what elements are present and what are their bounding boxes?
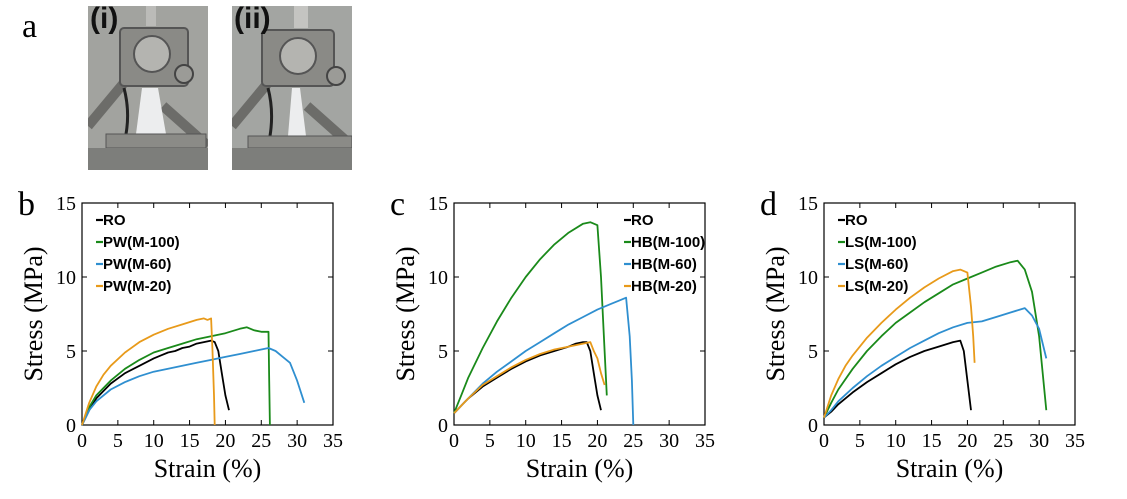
panel-letter-b: b [18,186,35,223]
legend-entry: HB(M-20) [631,278,697,295]
legend-entry: RO [103,212,126,229]
x-tick-label: 35 [1065,430,1085,452]
y-tick-label: 10 [428,267,448,289]
x-tick-label: 15 [180,430,200,452]
series-line-ro [81,339,230,426]
x-tick-label: 15 [552,430,572,452]
series-line-hb-m-100- [453,221,608,414]
legend-entry: RO [845,212,868,229]
legend-entry: PW(M-20) [103,278,171,295]
tensile-test-photo-ii: (ii) [232,6,352,170]
legend-entry: LS(M-100) [845,234,917,251]
y-tick-label: 0 [808,415,818,437]
y-axis-label: Stress (MPa) [761,246,790,381]
panel-letter-c: c [390,186,406,223]
series-line-ls-m-20- [823,268,976,418]
y-tick-label: 15 [56,193,76,215]
legend-entry: LS(M-20) [845,278,908,295]
legend-entry: HB(M-100) [631,234,705,251]
series-line-hb-m-20- [453,341,606,414]
plot-frame [453,202,706,426]
tensile-test-photo-i-drawing [88,6,208,170]
x-tick-label: 10 [516,430,536,452]
x-tick-label: 0 [449,430,459,452]
series-line-ro [453,341,602,414]
y-tick-label: 15 [428,193,448,215]
legend-entry: RO [631,212,654,229]
y-tick-label: 10 [56,267,76,289]
series-line-pw-m-100- [81,326,271,426]
x-tick-label: 15 [922,430,942,452]
series-line-ro [823,339,972,419]
photo-label-i: (i) [90,6,119,35]
x-tick-label: 5 [485,430,495,452]
legend-entry: HB(M-60) [631,256,697,273]
photo-label-ii: (ii) [234,6,271,35]
x-tick-label: 20 [587,430,607,452]
x-tick-label: 20 [957,430,977,452]
x-tick-label: 35 [323,430,343,452]
legend-entry: LS(M-60) [845,256,908,273]
x-tick-label: 35 [695,430,715,452]
y-tick-label: 5 [438,341,448,363]
x-tick-label: 20 [215,430,235,452]
x-tick-label: 30 [1029,430,1049,452]
x-axis-label: Strain (%) [896,454,1004,483]
y-tick-label: 5 [66,341,76,363]
series-line-ls-m-60- [823,307,1048,419]
series-line-ls-m-100- [823,259,1048,418]
legend-entry: PW(M-100) [103,234,180,251]
plot-frame [81,202,334,426]
x-tick-label: 25 [251,430,271,452]
x-tick-label: 30 [287,430,307,452]
x-axis-label: Strain (%) [154,454,262,483]
x-axis-label: Strain (%) [526,454,634,483]
tensile-test-photo-ii-drawing [232,6,352,170]
x-tick-label: 0 [819,430,829,452]
y-tick-label: 5 [808,341,818,363]
y-tick-label: 15 [798,193,818,215]
y-tick-label: 0 [66,415,76,437]
x-tick-label: 25 [993,430,1013,452]
x-tick-label: 5 [113,430,123,452]
tensile-test-photo-i: (i) [88,6,208,170]
plot-frame [823,202,1076,426]
x-tick-label: 10 [144,430,164,452]
panel-letter-d: d [760,186,777,223]
x-tick-label: 30 [659,430,679,452]
x-tick-label: 10 [886,430,906,452]
series-line-hb-m-60- [453,296,635,426]
y-axis-label: Stress (MPa) [391,246,420,381]
series-line-pw-m-20- [81,317,216,426]
y-axis-label: Stress (MPa) [19,246,48,381]
series-line-pw-m-60- [81,347,306,426]
panel-letter-a: a [22,8,38,45]
y-tick-label: 0 [438,415,448,437]
legend-entry: PW(M-60) [103,256,171,273]
y-tick-label: 10 [798,267,818,289]
x-tick-label: 25 [623,430,643,452]
x-tick-label: 5 [855,430,865,452]
x-tick-label: 0 [77,430,87,452]
